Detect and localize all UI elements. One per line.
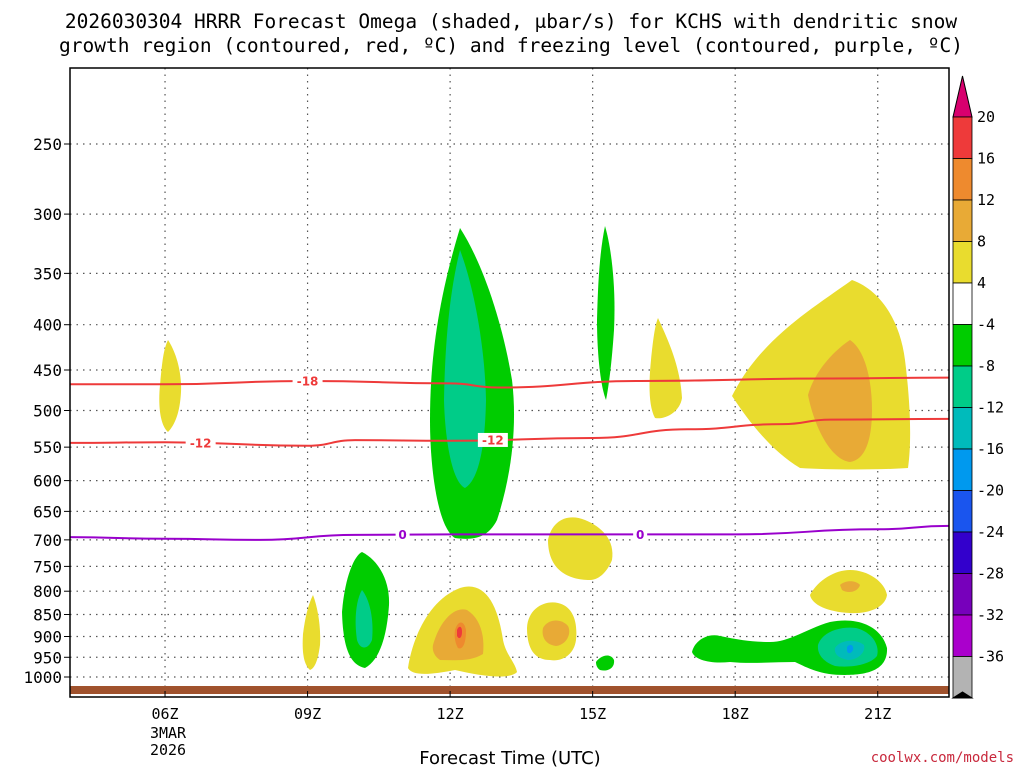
isotherm-label: -18 [297, 374, 319, 388]
colorbar: 20 16 12 8 4 -4 -8 -12 -16 -20 -24 -28 -32 -36 [951, 75, 1004, 699]
isotherm-label-bg [185, 436, 216, 451]
colorbar-label: -8 [977, 357, 995, 375]
date-label-day: 3MAR [150, 724, 187, 742]
y-tick-label: 450 [33, 361, 62, 380]
chart-title-line1: 2026030304 HRRR Forecast Omega (shaded, … [65, 10, 957, 33]
colorbar-swatch [952, 490, 973, 533]
omega-positive-region [302, 595, 321, 670]
isotherm-label-bg [633, 527, 648, 542]
isotherm-label-bg [477, 432, 508, 447]
colorbar-label: -16 [977, 440, 1004, 458]
omega-negative-region [596, 655, 615, 671]
y-tick-label: 900 [33, 627, 62, 646]
colorbar-label: 16 [977, 150, 995, 168]
chart-title-line2: growth region (contoured, red, ºC) and f… [59, 34, 963, 57]
x-tick-label: 06Z [151, 705, 178, 723]
date-label-year: 2026 [150, 741, 186, 759]
y-tick-label: 650 [33, 502, 62, 521]
isotherm-lines [70, 376, 949, 541]
omega-shading [159, 226, 911, 677]
credit-link[interactable]: coolwx.com/models [871, 750, 1014, 766]
colorbar-arrow-bottom [951, 691, 974, 699]
omega-positive-region [808, 340, 872, 462]
x-tick-label: 18Z [722, 705, 749, 723]
y-tick-label: 850 [33, 606, 62, 625]
y-tick-label: 700 [33, 531, 62, 550]
x-tick-label: 09Z [294, 705, 321, 723]
y-tick-label: 550 [33, 438, 62, 457]
colorbar-swatch [952, 365, 973, 408]
colorbar-label: -12 [977, 399, 1004, 417]
omega-positive-region [159, 340, 182, 432]
omega-negative-region [847, 644, 854, 654]
colorbar-label: -4 [977, 316, 995, 334]
colorbar-swatch [952, 199, 973, 242]
colorbar-label: 4 [977, 274, 986, 292]
omega-negative-region [444, 250, 486, 488]
plot-frame [69, 67, 950, 698]
colorbar-swatch [952, 573, 973, 616]
y-tick-label: 300 [33, 205, 62, 224]
omega-negative-region [355, 590, 373, 648]
isotherm-label-bg [292, 373, 323, 388]
y-tick-label: 600 [33, 472, 62, 491]
omega-positive-region [542, 620, 570, 646]
colorbar-swatch [952, 324, 973, 367]
gridlines [70, 68, 949, 697]
colorbar-label: 12 [977, 191, 995, 209]
x-tick-label: 21Z [864, 705, 891, 723]
colorbar-label: -28 [977, 565, 1004, 583]
ground-strip [70, 686, 949, 694]
colorbar-label: -36 [977, 648, 1004, 666]
colorbar-label: 8 [977, 233, 986, 251]
y-tick-label: 800 [33, 582, 62, 601]
y-tick-label: 500 [33, 402, 62, 421]
colorbar-swatch [952, 614, 973, 657]
colorbar-arrow-top [952, 75, 973, 118]
colorbar-label: -20 [977, 482, 1004, 500]
colorbar-swatch [952, 241, 973, 284]
omega-negative-region [597, 226, 615, 400]
omega-positive-region [548, 517, 613, 580]
isotherm-label: 0 [636, 528, 644, 542]
y-tick-label: 1000 [23, 668, 62, 687]
isotherm-line [70, 376, 949, 389]
y-tick-label: 250 [33, 135, 62, 154]
x-tick-label: 12Z [437, 705, 464, 723]
isotherm-line [70, 417, 949, 447]
colorbar-swatch [952, 116, 973, 159]
isotherm-label: -12 [482, 433, 504, 447]
colorbar-label: -32 [977, 606, 1004, 624]
x-tick-label: 15Z [579, 705, 606, 723]
omega-positive-region [457, 626, 462, 639]
colorbar-swatch [952, 158, 973, 201]
y-tick-label: 400 [33, 316, 62, 335]
isotherm-line [70, 524, 949, 541]
isotherm-label: 0 [398, 528, 406, 542]
colorbar-swatch [952, 531, 973, 574]
y-axis-ticks: 250 300 350 400 450 500 550 600 650 700 750 800 850 9… [23, 135, 70, 687]
y-tick-label: 950 [33, 648, 62, 667]
x-axis-label: Forecast Time (UTC) [419, 748, 600, 768]
omega-positive-region [840, 581, 860, 593]
y-tick-label: 350 [33, 264, 62, 283]
x-axis-ticks: 06Z 09Z 12Z 15Z 18Z 21Z [151, 691, 891, 723]
colorbar-swatch [952, 407, 973, 450]
omega-positive-region [649, 318, 682, 419]
colorbar-swatch [952, 282, 973, 325]
isotherm-labels: -18 -12 -12 0 0 [185, 373, 648, 542]
y-tick-label: 750 [33, 557, 62, 576]
isotherm-label-bg [395, 527, 410, 542]
colorbar-label: 20 [977, 108, 995, 126]
colorbar-swatch [952, 448, 973, 491]
isotherm-label: -12 [190, 437, 212, 451]
colorbar-label: -24 [977, 523, 1004, 541]
